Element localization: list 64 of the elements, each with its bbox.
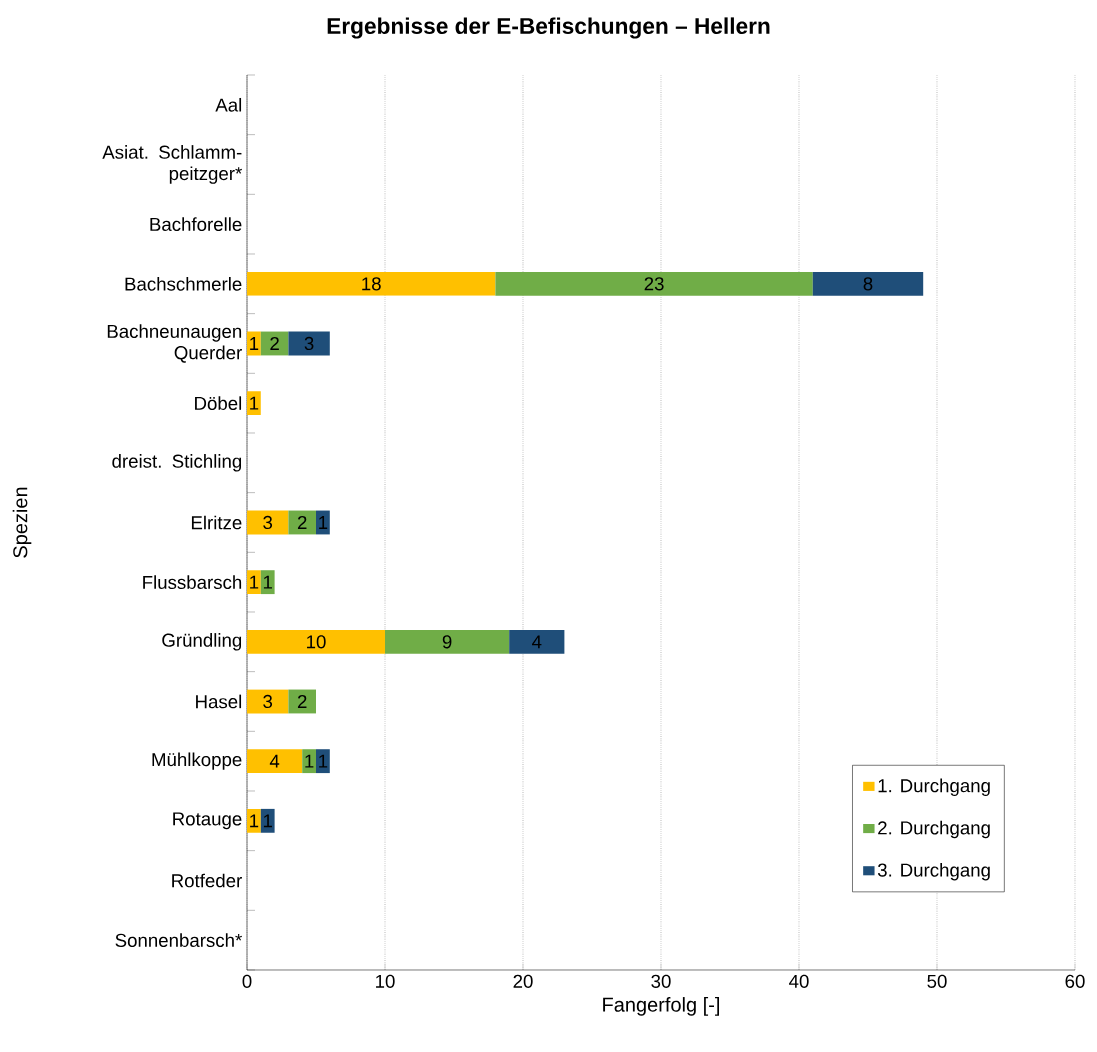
x-tick-label: 0 xyxy=(242,974,252,988)
data-label: 10 xyxy=(307,635,326,649)
bar xyxy=(247,629,385,654)
y-tick-label: Bachneunaugen Querder xyxy=(107,324,242,363)
data-label: 1 xyxy=(263,814,272,828)
data-label: 1 xyxy=(319,754,328,768)
data-label: 3 xyxy=(304,336,314,351)
x-tick-label: 40 xyxy=(789,974,809,988)
bar xyxy=(302,749,316,774)
data-label: 1 xyxy=(319,516,328,529)
bar xyxy=(812,271,924,296)
legend-label: 3. Durchgang xyxy=(877,862,990,881)
data-label: 4 xyxy=(532,635,542,649)
x-tick-label: 50 xyxy=(927,974,947,988)
y-tick-label: Bachschmerle xyxy=(125,276,242,291)
legend-label: 1. Durchgang xyxy=(878,778,990,796)
data-label: 1 xyxy=(305,754,314,768)
chart-title: Ergebnisse der E-Befischungen – Hellern xyxy=(327,17,770,39)
bar xyxy=(495,271,813,296)
bar xyxy=(288,331,330,356)
data-label: 1 xyxy=(250,575,259,589)
bar xyxy=(509,629,565,654)
x-tick-label: 10 xyxy=(376,974,395,988)
y-tick-label: Sonnenbarsch* xyxy=(115,933,242,948)
data-label: 9 xyxy=(442,635,452,649)
bar xyxy=(247,689,289,714)
data-label: 3 xyxy=(263,515,273,530)
data-label: 1 xyxy=(250,396,259,410)
x-axis-title: Fangerfolg [-] xyxy=(603,997,719,1016)
y-tick-label: Bachforelle xyxy=(150,217,242,232)
x-tick-label: 20 xyxy=(513,974,533,988)
y-tick-label: Gründling xyxy=(162,633,242,651)
data-label: 2 xyxy=(297,694,307,708)
data-label: 2 xyxy=(270,336,279,350)
x-tick-label: 30 xyxy=(651,974,671,988)
bar xyxy=(247,510,289,535)
data-label: 1 xyxy=(263,575,272,589)
y-tick-label: Aal xyxy=(215,97,242,112)
y-tick-label: Mühlkoppe xyxy=(152,752,242,770)
x-tick-label: 60 xyxy=(1065,974,1085,988)
y-tick-label: Flussbarsch xyxy=(143,575,242,590)
y-tick-label: Döbel xyxy=(195,396,242,411)
y-tick-label: Rotfeder xyxy=(172,873,242,888)
data-label: 8 xyxy=(863,277,873,291)
legend-label: 2. Durchgang xyxy=(878,820,990,839)
bar xyxy=(385,629,510,654)
data-label: 1 xyxy=(250,814,259,828)
data-label: 3 xyxy=(263,694,273,709)
bar xyxy=(247,749,303,774)
y-tick-label: Asiat. Schlamm-peitzger* xyxy=(102,145,242,184)
y-tick-label: Hasel xyxy=(196,694,242,709)
y-axis-title: Spezien xyxy=(12,487,32,558)
data-label: 18 xyxy=(362,277,381,291)
data-label: 23 xyxy=(644,277,664,291)
bar xyxy=(288,510,316,535)
data-label: 2 xyxy=(297,515,307,529)
y-tick-label: Elritze xyxy=(191,515,242,530)
bar xyxy=(260,808,275,833)
y-tick-label: Rotauge xyxy=(173,812,242,830)
y-tick-label: dreist. Stichling xyxy=(112,454,242,472)
bar xyxy=(288,689,316,714)
data-label: 4 xyxy=(269,754,280,768)
data-label: 1 xyxy=(250,337,259,350)
bar xyxy=(247,271,496,296)
